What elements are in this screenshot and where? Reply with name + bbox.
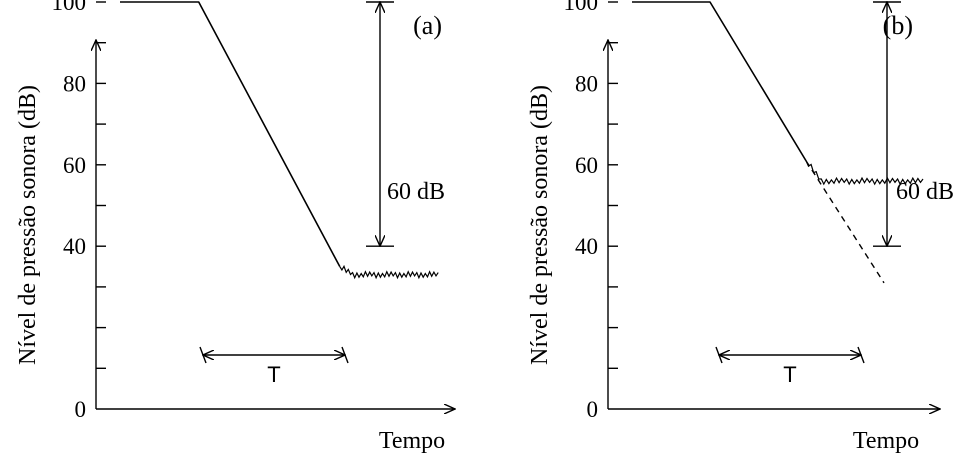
interval-tick-right bbox=[857, 346, 865, 364]
panel-b: (b) Nível de pressão sonora (dB) Tempo 0… bbox=[527, 0, 954, 454]
y-axis-label: Nível de pressão sonora (dB) bbox=[527, 85, 553, 365]
y-tick-label: 60 bbox=[575, 153, 598, 178]
range-label: 60 dB bbox=[896, 179, 954, 205]
y-tick-label: 0 bbox=[75, 397, 87, 422]
plot-area: 0 40 60 80 100 60 dB T bbox=[52, 0, 456, 422]
panel-label: (a) bbox=[413, 11, 442, 40]
decay-curve bbox=[632, 1, 807, 162]
panel-a: (a) Nível de pressão sonora (dB) Tempo 0… bbox=[15, 0, 455, 454]
plot-area: 0 40 60 80 100 60 dB T bbox=[564, 0, 955, 422]
interval-label: T bbox=[267, 362, 280, 387]
interval-tick-right bbox=[341, 346, 349, 364]
y-tick-label: 0 bbox=[587, 397, 599, 422]
y-tick-label: 80 bbox=[575, 71, 598, 96]
interval-tick-left bbox=[715, 346, 723, 364]
y-tick-label: 100 bbox=[52, 0, 87, 15]
extrapolated-decay-line bbox=[805, 160, 885, 284]
interval-label: T bbox=[783, 362, 796, 387]
noise-floor bbox=[339, 264, 439, 280]
y-tick-label: 60 bbox=[63, 153, 86, 178]
y-tick-label: 100 bbox=[564, 0, 599, 15]
decay-curve bbox=[120, 1, 341, 267]
x-axis-label: Tempo bbox=[853, 428, 919, 454]
y-tick-label: 80 bbox=[63, 71, 86, 96]
x-axis-label: Tempo bbox=[379, 428, 445, 454]
interval-tick-left bbox=[199, 346, 207, 364]
noise-floor bbox=[805, 160, 924, 186]
range-label: 60 dB bbox=[387, 179, 445, 205]
y-tick-label: 40 bbox=[575, 234, 598, 259]
y-axis-label: Nível de pressão sonora (dB) bbox=[15, 85, 41, 365]
y-tick-label: 40 bbox=[63, 234, 86, 259]
